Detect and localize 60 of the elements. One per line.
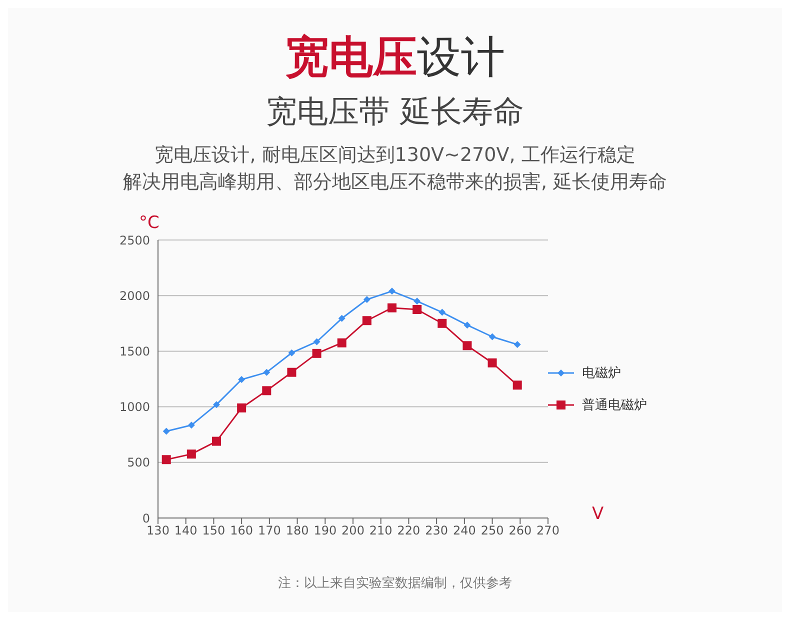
x-tick-label: 170 [258, 524, 281, 538]
y-tick-label: 1000 [119, 400, 150, 414]
point [512, 380, 522, 390]
point [188, 422, 195, 429]
chart-subtitle: 宽电压带 延长寿命 [265, 93, 525, 132]
x-tick-label: 180 [286, 524, 309, 538]
point [337, 338, 346, 348]
y-tick-label: 1500 [119, 344, 150, 358]
point [514, 341, 521, 348]
x-tick-label: 160 [230, 524, 254, 538]
y-axis-title: °C [139, 213, 160, 233]
point [238, 376, 246, 384]
point [464, 322, 471, 329]
point [287, 368, 296, 377]
point [388, 303, 396, 312]
point [313, 338, 320, 346]
chart-title: 宽电压设计 [285, 32, 505, 83]
point [162, 455, 171, 464]
y-tick-label: 0 [142, 511, 150, 526]
y-tick-label: 2000 [119, 288, 150, 303]
point [237, 403, 246, 412]
y-tick-label: 2500 [119, 233, 150, 248]
point [488, 358, 497, 368]
point [412, 305, 422, 314]
x-tick-label: 210 [369, 524, 392, 538]
x-tick-label: 150 [202, 524, 226, 538]
text: 注：以上来自实验室数据编制，仅供参考 [277, 575, 513, 592]
point [414, 298, 421, 305]
point [438, 318, 447, 328]
x-tick-label: 240 [452, 524, 476, 538]
point [438, 308, 446, 316]
x-tick-label: 200 [342, 524, 364, 538]
x-tick-label: 140 [174, 524, 198, 538]
x-tick-label: 260 [508, 524, 532, 538]
point [388, 288, 396, 295]
legend-label: 普通电磁炉 [582, 396, 647, 414]
x-axis-title: V [592, 504, 604, 524]
point [213, 401, 220, 408]
point [263, 368, 270, 376]
x-tick-label: 190 [314, 524, 337, 538]
x-tick-label: 270 [536, 524, 560, 538]
x-tick-label: 250 [480, 524, 504, 538]
legend-label: 电磁炉 [582, 365, 621, 382]
point [186, 450, 196, 459]
x-tick-label: 230 [425, 524, 448, 538]
point [162, 428, 170, 435]
point [462, 341, 472, 350]
point [362, 316, 372, 326]
point [288, 349, 296, 356]
x-tick-label: 130 [146, 524, 170, 538]
point [338, 314, 346, 322]
x-tick-label: 220 [397, 524, 420, 538]
y-tick-label: 500 [127, 456, 150, 470]
text: 解决用电高峰期用、部分地区电压不稳带来的损害, 延长使用寿命 [122, 170, 668, 195]
point [363, 296, 370, 303]
text: 宽电压设计, 耐电压区间达到130V~270V, 工作运行稳定 [154, 143, 636, 168]
point [212, 436, 221, 446]
point [488, 333, 496, 340]
point [312, 348, 322, 358]
point [262, 386, 272, 396]
